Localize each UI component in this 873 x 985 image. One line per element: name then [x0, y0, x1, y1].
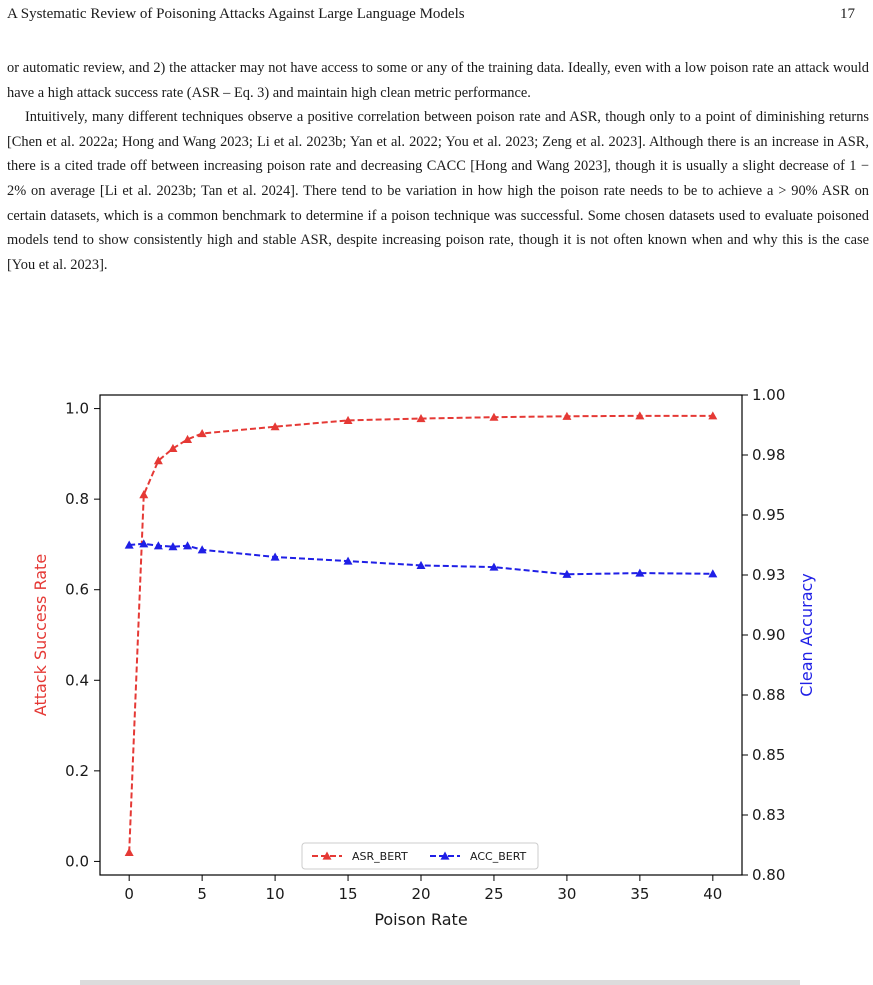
x-tick-label: 30: [557, 885, 576, 903]
data-point-acc_bert: [635, 568, 645, 577]
data-point-asr_bert: [168, 443, 178, 453]
right-y-tick-label: 0.90: [752, 626, 785, 644]
data-point-asr_bert: [562, 411, 572, 420]
data-point-acc_bert: [139, 539, 149, 548]
right-y-tick-label: 0.93: [752, 566, 785, 584]
data-point-asr_bert: [197, 428, 207, 438]
data-point-acc_bert: [562, 569, 572, 578]
legend-box: [301, 842, 539, 870]
series-line-acc_bert: [129, 542, 713, 576]
paragraph-2: Intuitively, many different techniques o…: [7, 109, 869, 273]
body-text: or automatic review, and 2) the attacker…: [7, 56, 869, 277]
right-y-tick-label: 1.00: [752, 386, 785, 404]
x-tick-label: 40: [703, 885, 722, 903]
right-y-axis: 0.80 0.83 0.85 0.88 0.90 0.93 0.95 0.98 1.00: [742, 386, 785, 884]
running-header: A Systematic Review of Poisoning Attacks…: [7, 6, 855, 28]
data-point-acc_bert: [489, 562, 499, 571]
legend: ASR_BERT ACC_BERT: [301, 842, 539, 870]
series-layer: [124, 411, 718, 856]
data-point-acc_bert: [153, 541, 163, 550]
data-point-acc_bert: [183, 541, 193, 550]
left-y-tick-label: 0.6: [65, 581, 89, 599]
page-number: 17: [840, 6, 855, 22]
left-y-axis: 0.0 0.2 0.4 0.6 0.8 1.0: [65, 400, 100, 870]
data-point-asr_bert: [343, 415, 353, 424]
x-tick-label: 35: [630, 885, 649, 903]
data-point-asr_bert: [635, 411, 645, 420]
right-y-axis-label: Clean Accuracy: [797, 573, 816, 697]
caption-cutoff: [80, 958, 800, 985]
right-y-tick-label: 0.80: [752, 866, 785, 884]
x-tick-label: 0: [124, 885, 134, 903]
x-tick-label: 10: [266, 885, 285, 903]
legend-label-asr_bert: ASR_BERT: [352, 850, 408, 863]
data-point-acc_bert: [708, 569, 718, 578]
right-y-tick-label: 0.83: [752, 806, 785, 824]
data-point-acc_bert: [343, 556, 353, 565]
right-y-tick-label: 0.85: [752, 746, 785, 764]
plot-frame: [99, 394, 743, 876]
x-axis-label: Poison Rate: [374, 910, 467, 929]
data-point-asr_bert: [139, 490, 149, 499]
poison-rate-figure: 0 5 10 15 20 25 30 35 40 0.0 0.2 0.4 0.6 0.8 1.0 0.80…: [31, 386, 816, 929]
right-y-tick-label: 0.95: [752, 506, 785, 524]
data-point-asr_bert: [708, 411, 718, 420]
data-point-acc_bert: [124, 540, 134, 549]
data-point-asr_bert: [153, 456, 163, 465]
left-y-tick-label: 0.4: [65, 671, 89, 689]
data-point-asr_bert: [270, 422, 280, 431]
left-y-tick-label: 0.0: [65, 852, 89, 870]
series-line-asr_bert: [128, 414, 713, 853]
data-point-asr_bert: [489, 412, 499, 421]
legend-swatch-marker: [440, 851, 450, 860]
x-axis: 0 5 10 15 20 25 30 35 40: [124, 875, 722, 903]
left-y-tick-label: 0.8: [65, 490, 89, 508]
paragraph-1: or automatic review, and 2) the attacker…: [7, 60, 869, 101]
data-point-asr_bert: [124, 847, 134, 856]
data-point-acc_bert: [416, 560, 426, 569]
data-point-acc_bert: [197, 545, 207, 554]
paper-title: A Systematic Review of Poisoning Attacks…: [7, 6, 465, 22]
data-point-asr_bert: [183, 434, 193, 443]
x-tick-label: 20: [411, 885, 430, 903]
x-tick-label: 15: [338, 885, 357, 903]
data-point-asr_bert: [416, 414, 426, 423]
left-y-axis-label: Attack Success Rate: [31, 554, 50, 716]
right-y-tick-label: 0.98: [752, 446, 785, 464]
left-y-tick-label: 0.2: [65, 762, 89, 780]
data-point-acc_bert: [270, 552, 280, 561]
x-tick-label: 25: [484, 885, 503, 903]
legend-swatch-marker: [322, 851, 332, 860]
legend-label-acc_bert: ACC_BERT: [470, 850, 527, 863]
left-y-tick-label: 1.0: [65, 400, 89, 418]
x-tick-label: 5: [197, 885, 207, 903]
right-y-tick-label: 0.88: [752, 686, 785, 704]
data-point-acc_bert: [168, 542, 178, 551]
